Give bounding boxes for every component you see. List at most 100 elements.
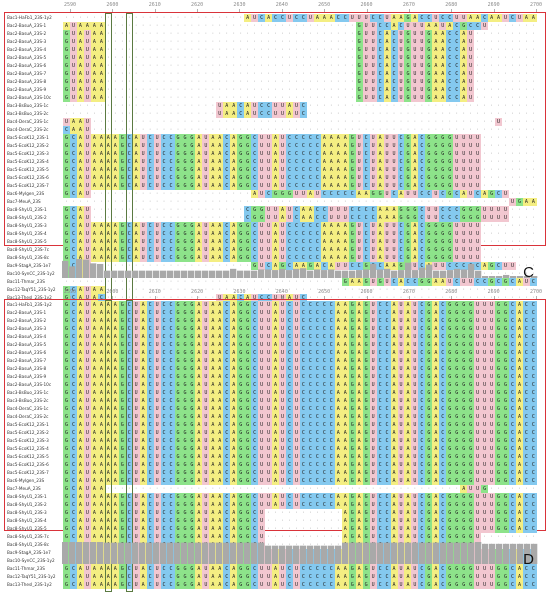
nucleotide-cell: U (411, 333, 419, 341)
nucleotide-cell: C (251, 373, 259, 381)
nucleotide-cell: C (69, 461, 77, 469)
nucleotide-cell: C (383, 493, 391, 501)
nucleotide-cell: · (531, 486, 535, 492)
ruler-tick-label: 2700 (529, 289, 543, 295)
nucleotide-cell: U (153, 381, 161, 389)
nucleotide-cell: · (308, 47, 312, 53)
nucleotide-cell: A (397, 190, 405, 198)
nucleotide-cell: C (125, 166, 133, 174)
conservation-bar (244, 270, 251, 278)
nucleotide-cell: A (515, 469, 523, 477)
nucleotide-cell: · (281, 486, 285, 492)
nucleotide-cell: U (474, 389, 482, 397)
nucleotide-cell: · (281, 510, 285, 516)
nucleotide-cell: A (209, 158, 217, 166)
nucleotide-cell: G (362, 477, 370, 485)
nucleotide-cell: · (524, 127, 528, 133)
nucleotide-cell: U (369, 166, 377, 174)
nucleotide-cell: U (265, 230, 273, 238)
nucleotide-cell: G (348, 357, 356, 365)
nucleotide-cell: · (531, 95, 535, 101)
nucleotide-cell: G (63, 294, 70, 302)
nucleotide-cell: G (481, 485, 489, 493)
nucleotide-cell: G (446, 357, 454, 365)
nucleotide-cell: G (188, 166, 196, 174)
nucleotide-cell: U (132, 421, 140, 429)
nucleotide-cell: G (181, 565, 189, 573)
nucleotide-cell: · (162, 295, 166, 301)
nucleotide-cell: A (460, 70, 468, 78)
nucleotide-cell: A (111, 357, 119, 365)
ruler-tick-label: 2700 (529, 2, 543, 8)
nucleotide-cell: G (453, 405, 461, 413)
nucleotide-cell: · (113, 47, 117, 53)
nucleotide-cell: U (474, 509, 482, 517)
nucleotide-cell: · (162, 71, 166, 77)
nucleotide-cell: G (244, 357, 252, 365)
nucleotide-cell: U (397, 421, 405, 429)
nucleotide-cell: C (125, 254, 133, 262)
nucleotide-cell: U (279, 182, 286, 190)
nucleotide-cell: · (239, 279, 243, 285)
nucleotide-cell: U (474, 381, 482, 389)
nucleotide-cell: · (239, 199, 243, 205)
nucleotide-cell: · (301, 55, 305, 61)
nucleotide-cell: U (397, 517, 405, 525)
nucleotide-cell: G (251, 214, 259, 222)
nucleotide-cell: A (376, 246, 384, 254)
nucleotide-cell: C (223, 254, 231, 262)
nucleotide-cell: A (111, 254, 119, 262)
nucleotide-cell: C (223, 357, 231, 365)
nucleotide-cell: U (202, 150, 210, 158)
nucleotide-cell: · (462, 103, 466, 109)
nucleotide-cell: G (181, 413, 189, 421)
nucleotide-cell: U (418, 86, 426, 94)
nucleotide-cell: A (272, 142, 280, 150)
nucleotide-cell: · (322, 23, 326, 29)
nucleotide-cell: U (279, 469, 286, 477)
ruler-tick (112, 9, 114, 12)
nucleotide-cell: G (453, 477, 461, 485)
nucleotide-cell: A (230, 142, 238, 150)
nucleotide-cell: U (139, 238, 147, 246)
nucleotide-cell: G (467, 413, 475, 421)
nucleotide-cell: U (153, 445, 161, 453)
nucleotide-cell: C (286, 429, 293, 437)
nucleotide-cell: G (467, 421, 475, 429)
nucleotide-cell: · (497, 295, 501, 301)
nucleotide-cell: U (411, 525, 419, 533)
nucleotide-cell: · (267, 287, 271, 293)
nucleotide-cell: U (474, 333, 482, 341)
nucleotide-cell: G (188, 445, 196, 453)
sequence-name: Bac11-Thmar_23S (7, 279, 45, 284)
nucleotide-cell: · (517, 287, 521, 293)
nucleotide-cell: G (425, 493, 433, 501)
nucleotide-cell: · (92, 191, 96, 197)
nucleotide-cell: G (181, 238, 189, 246)
nucleotide-cell: · (155, 55, 159, 61)
nucleotide-cell: A (90, 166, 98, 174)
nucleotide-cell: C (279, 14, 286, 22)
ruler-tick-label: 2690 (487, 289, 500, 295)
nucleotide-cell: C (418, 142, 426, 150)
nucleotide-cell: · (267, 526, 271, 532)
nucleotide-cell: A (90, 469, 98, 477)
nucleotide-cell: G (348, 461, 356, 469)
nucleotide-cell: G (502, 469, 509, 477)
nucleotide-cell: · (497, 239, 501, 245)
nucleotide-cell: A (97, 54, 105, 62)
nucleotide-cell: G (502, 525, 509, 533)
conservation-bar (293, 268, 300, 278)
nucleotide-cell: U (202, 525, 210, 533)
nucleotide-cell: · (183, 119, 187, 125)
nucleotide-cell: C (160, 333, 168, 341)
nucleotide-cell: C (146, 405, 154, 413)
nucleotide-cell: G (425, 86, 433, 94)
nucleotide-cell: · (301, 510, 305, 516)
nucleotide-cell: A (76, 485, 84, 493)
nucleotide-cell: U (132, 509, 140, 517)
nucleotide-cell: · (120, 295, 124, 301)
sequence-row: C A A U · · · · · · · · · · · · · · · · · · · · · · · · · · · · · · · · · · · ·… (63, 126, 544, 134)
nucleotide-cell: A (327, 14, 335, 22)
